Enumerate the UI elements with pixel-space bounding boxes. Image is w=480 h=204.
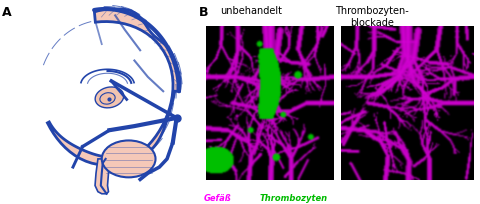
Polygon shape [48,10,180,165]
Text: A: A [2,6,12,19]
Text: B: B [199,6,209,19]
Text: unbehandelt: unbehandelt [220,6,282,16]
Text: Thrombozyten-
blockade: Thrombozyten- blockade [335,6,409,28]
Ellipse shape [95,88,124,108]
Text: Gefäß: Gefäß [204,193,232,202]
Ellipse shape [100,93,115,105]
Polygon shape [95,159,109,194]
Ellipse shape [102,141,156,177]
Text: Thrombozyten: Thrombozyten [259,193,327,202]
